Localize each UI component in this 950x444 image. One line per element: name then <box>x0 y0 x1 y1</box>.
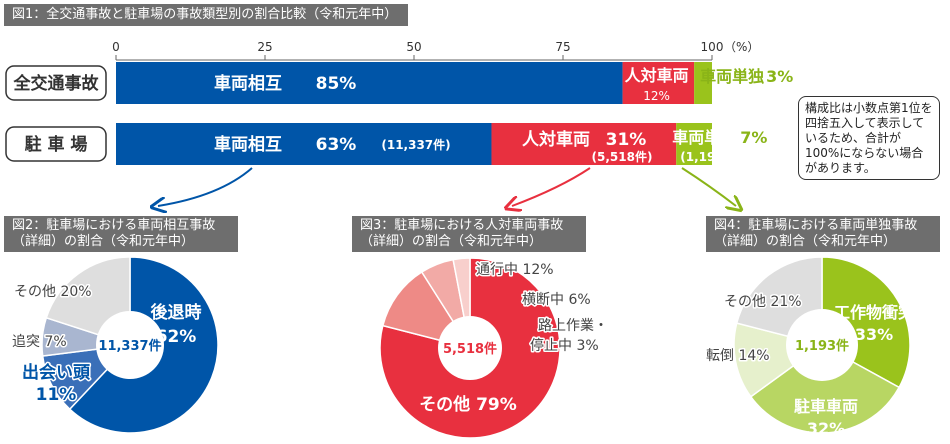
fig4-title: 図4：駐車場における車両単独事故 （詳細）の割合（令和元年中） <box>706 216 940 252</box>
axis-tick-100: 100 <box>701 40 724 54</box>
donut-center-label: 1,193件 <box>795 338 849 354</box>
slice-value-0: 62% <box>156 327 197 347</box>
donut-slice-1 <box>749 344 901 434</box>
bar-label-0-0: 車両相互 <box>214 73 282 94</box>
bar-value-1-1: 31% <box>606 130 647 150</box>
arrow-to-fig4 <box>681 167 736 206</box>
bar-segment-0-0 <box>116 62 623 104</box>
slice-label-2: 追突 7% <box>12 334 67 350</box>
bar-label-1-2: 車両単独 <box>672 128 736 147</box>
slice-name-1: 駐車車両 <box>794 397 858 416</box>
bar-segment-1-1 <box>491 123 677 165</box>
axis-unit: （%） <box>724 40 759 54</box>
bar-value-1-2: 7% <box>740 128 767 147</box>
arrow-to-fig3 <box>512 167 591 206</box>
rounding-note: 構成比は小数点第1位を四捨五入して表示しているため、合計が100%にならない場合… <box>798 96 940 180</box>
axis-tick-0: 0 <box>112 40 120 54</box>
donut-hole <box>786 309 858 381</box>
slice-label-2: 転倒 14% <box>706 348 770 364</box>
slice-label-1: 通行中 12% <box>476 262 554 278</box>
bar-segment-1-2 <box>676 123 712 165</box>
slice-label-3: その他 21% <box>724 294 802 310</box>
axis-tick-50: 50 <box>406 40 421 54</box>
arrow-to-fig2 <box>158 167 253 206</box>
bar-value-1-0: 63% <box>316 135 357 155</box>
fig1-title: 図1：全交通事故と駐車場の事故類型別の割合比較（令和元年中） <box>4 4 408 26</box>
slice-value-1: 32% <box>807 419 845 438</box>
bar-segment-0-2 <box>694 62 712 104</box>
donut-hole <box>438 316 502 380</box>
axis-tick-75: 75 <box>555 40 570 54</box>
bar-value-0-1: 12% <box>643 89 670 103</box>
slice-value-1: 11% <box>36 385 77 405</box>
bar-count-1-2: (1,193件) <box>680 149 741 164</box>
connector-arrows <box>158 167 736 206</box>
row-label-box-0 <box>5 65 107 101</box>
row-label-1: 駐 車 場 <box>25 134 88 155</box>
row-label-0: 全交通事故 <box>13 73 100 94</box>
bar-label-0-1: 人対車両 <box>625 66 689 85</box>
bar-label-1-1: 人対車両 <box>522 129 590 150</box>
bar-label-0-2: 車両単独 <box>700 67 764 86</box>
bar-count-1-0: (11,337件) <box>381 137 450 152</box>
bar-label-1-0: 車両相互 <box>214 134 282 155</box>
donut-hole <box>96 311 164 379</box>
fig3-title: 図3：駐車場における人対車両事故 （詳細）の割合（令和元年中） <box>352 216 586 252</box>
row-label-box-1 <box>5 126 107 162</box>
slice-name-1: 出会い頭 <box>22 362 91 383</box>
donut-center-label: 11,337件 <box>98 338 161 354</box>
bar-value-0-0: 85% <box>316 74 357 94</box>
slice-label-0: その他 79% <box>419 394 517 415</box>
axis-tick-25: 25 <box>257 40 272 54</box>
bar-count-1-1: (5,518件) <box>592 149 653 164</box>
slice-name-3b: 停止中 3% <box>530 337 599 354</box>
slice-name-3a: 路上作業・ <box>538 318 608 334</box>
slice-label-3: その他 20% <box>14 284 92 300</box>
slice-name-0: 後退時 <box>151 302 202 323</box>
slice-value-0: 33% <box>855 325 893 344</box>
bar-segment-1-0 <box>116 123 492 165</box>
fig2-title: 図2：駐車場における車両相互事故 （詳細）の割合（令和元年中） <box>4 216 238 252</box>
donut-center-label: 5,518件 <box>443 341 497 357</box>
bar-value-0-2: 3% <box>766 67 793 86</box>
fig4-donut-chart: 1,193件 工作物衝突 33% 駐車車両 32% 転倒 14% その他 21% <box>705 256 914 438</box>
bar-segment-0-1 <box>622 62 695 104</box>
slice-label-2: 横断中 6% <box>522 292 591 308</box>
slice-name-0: 工作物衝突 <box>834 303 914 322</box>
